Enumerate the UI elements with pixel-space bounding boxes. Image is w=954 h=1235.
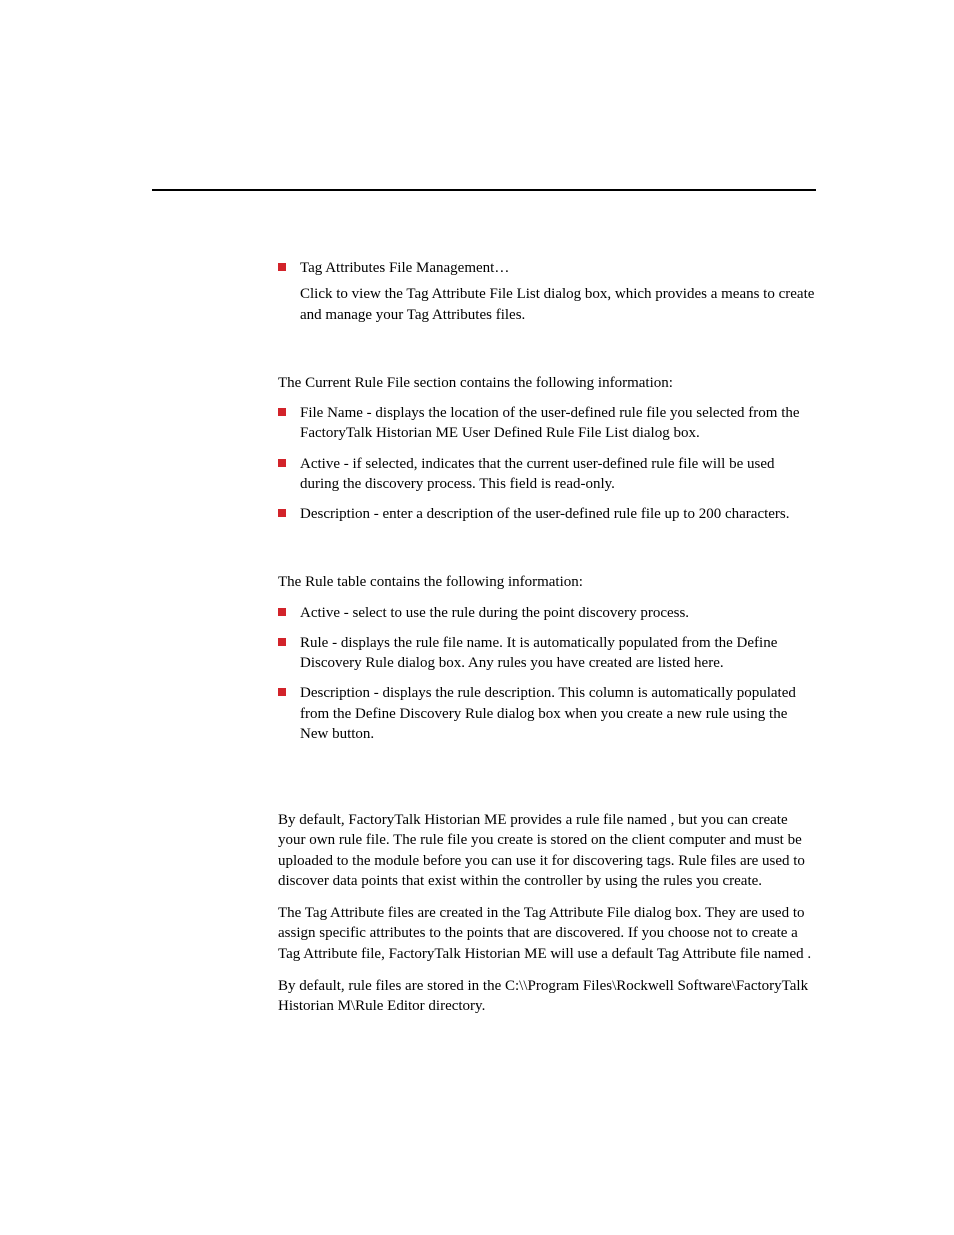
- item-description: Click to view the Tag Attribute File Lis…: [300, 284, 816, 325]
- body-paragraph: The Tag Attribute files are created in t…: [278, 903, 816, 964]
- body-paragraph: By default, rule files are stored in the…: [278, 976, 816, 1017]
- body-paragraph: By default, FactoryTalk Historian ME pro…: [278, 810, 816, 891]
- bullet-list-2: File Name - displays the location of the…: [278, 403, 816, 524]
- bullet-list-3: Active - select to use the rule during t…: [278, 603, 816, 745]
- square-bullet-icon: [278, 459, 286, 467]
- square-bullet-icon: [278, 688, 286, 696]
- item-text: File Name - displays the location of the…: [300, 405, 800, 441]
- square-bullet-icon: [278, 408, 286, 416]
- list-item: Active - select to use the rule during t…: [278, 603, 816, 623]
- list-item: Rule - displays the rule file name. It i…: [278, 633, 816, 674]
- square-bullet-icon: [278, 263, 286, 271]
- list-item: Description - displays the rule descript…: [278, 683, 816, 744]
- header-rule: [152, 189, 816, 191]
- body-content: Tag Attributes File Management… Click to…: [278, 248, 816, 1028]
- item-title: Tag Attributes File Management…: [300, 258, 816, 278]
- item-text: Active - if selected, indicates that the…: [300, 456, 775, 492]
- item-text: Description - enter a description of the…: [300, 506, 790, 522]
- item-text: Description - displays the rule descript…: [300, 685, 796, 742]
- square-bullet-icon: [278, 509, 286, 517]
- square-bullet-icon: [278, 608, 286, 616]
- list-item: File Name - displays the location of the…: [278, 403, 816, 444]
- section-intro: The Rule table contains the following in…: [278, 572, 816, 592]
- list-item: Active - if selected, indicates that the…: [278, 454, 816, 495]
- section-intro: The Current Rule File section contains t…: [278, 373, 816, 393]
- para-fragment: .: [807, 946, 811, 962]
- list-item: Tag Attributes File Management… Click to…: [278, 258, 816, 325]
- list-item: Description - enter a description of the…: [278, 504, 816, 524]
- square-bullet-icon: [278, 638, 286, 646]
- document-page: Tag Attributes File Management… Click to…: [0, 0, 954, 1235]
- para-fragment: The Tag Attribute files are created in t…: [278, 905, 807, 962]
- paragraph-block: By default, FactoryTalk Historian ME pro…: [278, 810, 816, 1016]
- item-text: Active - select to use the rule during t…: [300, 605, 689, 621]
- bullet-list-1: Tag Attributes File Management… Click to…: [278, 258, 816, 325]
- item-text: Rule - displays the rule file name. It i…: [300, 635, 777, 671]
- para-fragment: By default, FactoryTalk Historian ME pro…: [278, 812, 671, 828]
